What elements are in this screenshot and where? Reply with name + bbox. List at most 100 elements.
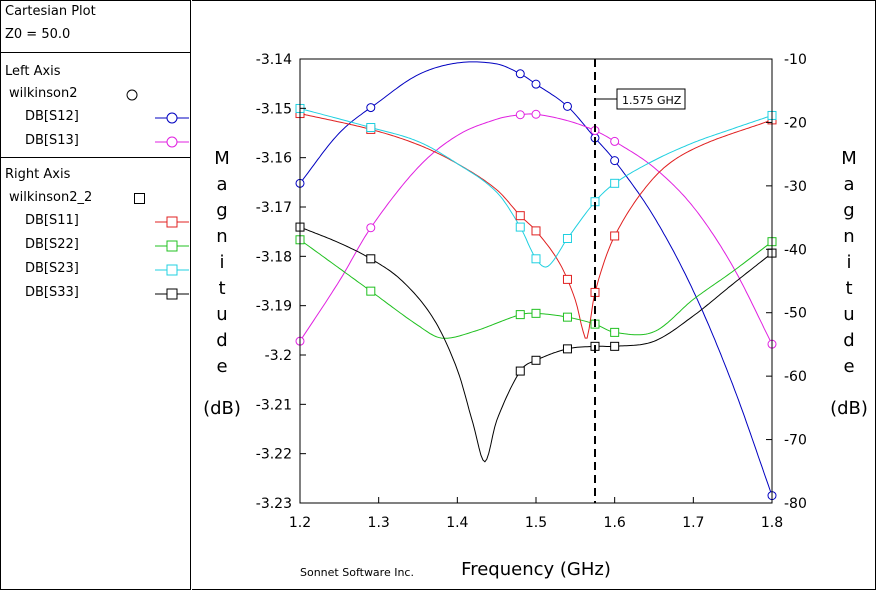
data-point-dbs13 xyxy=(366,223,376,233)
x-tick-label: 1.3 xyxy=(368,515,390,531)
legend-divider xyxy=(1,52,190,53)
y-right-tick-label: -30 xyxy=(784,179,807,195)
svg-text:d: d xyxy=(843,330,854,351)
svg-text:e: e xyxy=(843,356,854,377)
x-tick-label: 1.6 xyxy=(604,515,626,531)
data-point-dbs23 xyxy=(610,178,620,188)
y-right-tick-label: -10 xyxy=(784,52,807,68)
cartesian-chart[interactable]: 1.2 1.3 1.4 1.5 1.6 1.7 1.8 -3.14 -3.15 -3.16 -3.1… xyxy=(192,1,876,591)
s33-line-icon xyxy=(155,288,189,300)
data-point-dbs33 xyxy=(515,366,525,376)
legend-divider xyxy=(1,157,190,158)
data-point-dbs23 xyxy=(531,254,541,264)
legend-item-s23[interactable]: DB[S23] xyxy=(25,261,79,276)
data-point-dbs11 xyxy=(515,211,525,221)
s12-line-icon xyxy=(155,112,189,124)
svg-text:g: g xyxy=(216,200,227,221)
y-left-tick-label: -3.21 xyxy=(256,397,292,413)
s11-line-icon xyxy=(155,216,189,228)
legend-panel: Cartesian Plot Z0 = 50.0 Left Axis wilki… xyxy=(0,0,191,590)
x-axis-label: Frequency (GHz) xyxy=(461,559,611,580)
legend-item-s33[interactable]: DB[S33] xyxy=(25,285,79,300)
square-marker-icon xyxy=(134,193,145,204)
svg-text:u: u xyxy=(216,304,227,325)
y-left-tick-label: -3.14 xyxy=(256,52,292,68)
y-right-tick-label: -50 xyxy=(784,306,807,322)
svg-text:t: t xyxy=(218,278,225,299)
data-point-dbs12 xyxy=(531,79,541,89)
right-axis-file: wilkinson2_2 xyxy=(9,190,93,205)
data-point-dbs23 xyxy=(366,123,376,133)
svg-text:i: i xyxy=(846,252,851,273)
data-point-dbs22 xyxy=(562,312,572,322)
y-left-unit-label: (dB) xyxy=(203,398,241,419)
data-point-dbs33 xyxy=(366,254,376,264)
plot-panel: 1.2 1.3 1.4 1.5 1.6 1.7 1.8 -3.14 -3.15 -3.16 -3.1… xyxy=(192,0,876,590)
svg-text:n: n xyxy=(216,226,227,247)
data-point-dbs11 xyxy=(610,231,620,241)
y-right-tick-label: -40 xyxy=(784,242,807,258)
y-left-tick-label: -3.2 xyxy=(265,348,292,364)
svg-text:M: M xyxy=(841,148,857,169)
y-right-tick-label: -70 xyxy=(784,433,807,449)
legend-item-s22[interactable]: DB[S22] xyxy=(25,237,79,252)
legend-item-s12[interactable]: DB[S12] xyxy=(25,109,79,124)
legend-item-s11[interactable]: DB[S11] xyxy=(25,213,79,228)
data-point-dbs11 xyxy=(562,274,572,284)
data-point-dbs33 xyxy=(531,355,541,365)
svg-text:a: a xyxy=(216,174,227,195)
data-point-dbs11 xyxy=(531,226,541,236)
y-right-tick-label: -60 xyxy=(784,369,807,385)
credit-text: Sonnet Software Inc. xyxy=(300,566,414,579)
svg-text:d: d xyxy=(216,330,227,351)
data-point-dbs12 xyxy=(562,101,572,111)
x-tick-label: 1.8 xyxy=(761,515,783,531)
y-left-tick-label: -3.18 xyxy=(256,249,292,265)
y-left-tick-label: -3.15 xyxy=(256,101,292,117)
y-left-tick-label: -3.16 xyxy=(256,151,292,167)
svg-text:u: u xyxy=(843,304,854,325)
svg-text:a: a xyxy=(843,174,854,195)
svg-text:i: i xyxy=(219,252,224,273)
x-tick-label: 1.5 xyxy=(525,515,547,531)
x-tick-label: 1.2 xyxy=(289,515,311,531)
data-point-dbs12 xyxy=(366,103,376,113)
y-right-tick-label: -20 xyxy=(784,115,807,131)
svg-text:t: t xyxy=(845,278,852,299)
s22-line-icon xyxy=(155,240,189,252)
data-point-dbs22 xyxy=(531,308,541,318)
frequency-marker-box xyxy=(616,88,686,110)
y-left-tick-label: -3.19 xyxy=(256,299,292,315)
data-point-dbs22 xyxy=(366,286,376,296)
legend-item-s13[interactable]: DB[S13] xyxy=(25,133,79,148)
y-left-tick-label: -3.22 xyxy=(256,447,292,463)
data-point-dbs12 xyxy=(610,156,620,166)
x-tick-label: 1.7 xyxy=(682,515,704,531)
z0-label: Z0 = 50.0 xyxy=(5,27,71,42)
y-left-tick-label: -3.23 xyxy=(256,496,292,512)
data-point-dbs22 xyxy=(610,327,620,337)
data-point-dbs13 xyxy=(531,109,541,119)
circle-marker-icon xyxy=(126,89,138,101)
frequency-marker-label: 1.575 GHZ xyxy=(622,94,682,107)
data-point-dbs33 xyxy=(562,344,572,354)
data-point-dbs13 xyxy=(610,136,620,146)
right-axis-title: Right Axis xyxy=(5,167,71,182)
data-point-dbs12 xyxy=(515,69,525,79)
s23-line-icon xyxy=(155,264,189,276)
left-axis-title: Left Axis xyxy=(5,64,61,79)
y-right-tick-label: -80 xyxy=(784,496,807,512)
svg-text:e: e xyxy=(216,356,227,377)
data-point-dbs23 xyxy=(562,234,572,244)
y-right-unit-label: (dB) xyxy=(830,398,868,419)
svg-text:M: M xyxy=(214,148,230,169)
y-left-tick-label: -3.17 xyxy=(256,200,292,216)
svg-text:n: n xyxy=(843,226,854,247)
data-point-dbs13 xyxy=(515,110,525,120)
data-point-dbs22 xyxy=(515,310,525,320)
left-axis-file: wilkinson2 xyxy=(9,86,78,101)
svg-text:g: g xyxy=(843,200,854,221)
data-point-dbs33 xyxy=(610,341,620,351)
